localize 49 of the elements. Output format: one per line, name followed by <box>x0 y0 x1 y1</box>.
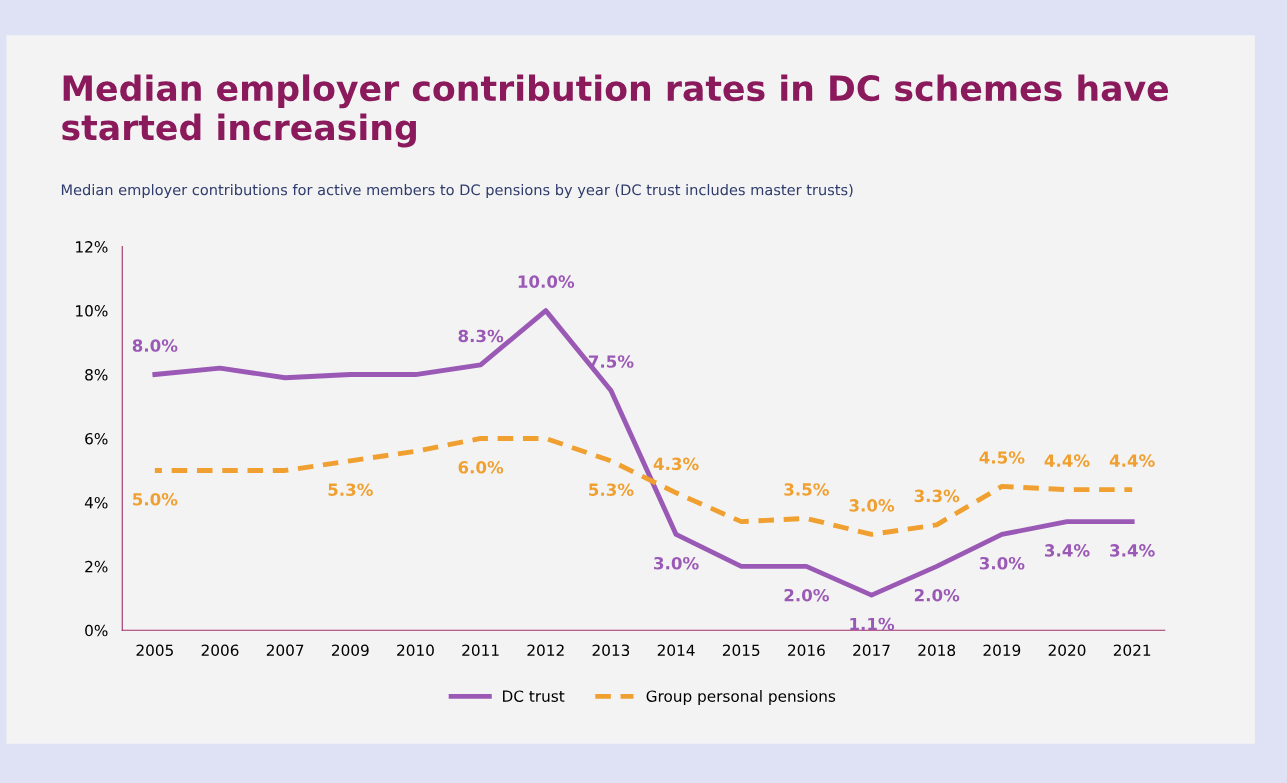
data-label: 7.5% <box>588 355 634 368</box>
x-tick-label: 2021 <box>1113 644 1151 657</box>
data-label: 6.0% <box>458 461 504 474</box>
y-tick-label: 8% <box>85 369 108 381</box>
data-label: 1.1% <box>850 617 895 631</box>
x-tick-label: 2019 <box>983 644 1021 657</box>
x-tick-label: 2017 <box>853 644 890 657</box>
x-tick-label: 2016 <box>788 644 825 657</box>
data-label: 4.5% <box>979 451 1025 464</box>
data-label: 2.0% <box>784 588 829 602</box>
y-tick-label: 0% <box>85 624 108 637</box>
data-label: 8.3% <box>458 329 504 343</box>
data-label: 4.3% <box>653 457 699 471</box>
chart-title: Median employer contribution rates in DC schemes have started increasing <box>62 74 1169 148</box>
x-tick-label: 2009 <box>331 644 369 657</box>
legend-label: DC trust <box>503 690 565 702</box>
y-tick-label: 6% <box>85 432 108 445</box>
data-label: 3.4% <box>1045 544 1090 557</box>
y-tick-label: 12% <box>76 241 108 253</box>
data-label: 8.0% <box>132 339 178 352</box>
data-label: 4.4% <box>1109 454 1155 467</box>
data-label: 3.0% <box>849 499 895 512</box>
data-label: 4.4% <box>1044 454 1090 467</box>
x-tick-label: 2020 <box>1048 644 1086 657</box>
x-tick-label: 2012 <box>527 644 564 657</box>
chart-subtitle: Median employer contributions for active members to DC pensions by year (DC trust includes master trusts) <box>61 184 853 199</box>
x-tick-label: 2013 <box>592 644 630 657</box>
x-tick-label: 2005 <box>136 644 173 657</box>
y-tick-label: 2% <box>85 560 108 573</box>
data-label: 3.5% <box>784 483 829 496</box>
x-tick-label: 2015 <box>722 644 760 657</box>
x-tick-label: 2018 <box>918 644 956 657</box>
data-label: 3.4% <box>1110 544 1155 557</box>
data-label: 5.3% <box>328 483 373 496</box>
x-tick-label: 2007 <box>266 644 304 657</box>
x-tick-label: 2011 <box>462 644 499 657</box>
y-tick-label: 4% <box>84 496 108 509</box>
data-label: 5.0% <box>133 492 178 506</box>
y-tick-label: 10% <box>76 305 108 317</box>
x-tick-label: 2010 <box>397 644 434 657</box>
x-tick-label: 2006 <box>201 644 239 657</box>
data-label: 3.0% <box>979 556 1025 570</box>
data-label: 10.0% <box>518 275 575 288</box>
legend-label: Group personal pensions <box>646 690 836 705</box>
data-label: 3.0% <box>654 556 699 570</box>
x-tick-label: 2014 <box>657 644 695 657</box>
data-label: 3.3% <box>914 489 960 503</box>
data-label: 5.3% <box>589 483 634 496</box>
data-label: 2.0% <box>914 588 960 602</box>
